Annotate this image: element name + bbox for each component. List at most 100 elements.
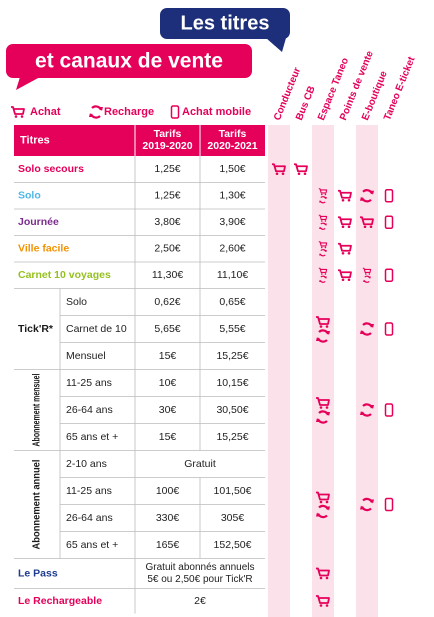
- icon-cart: [316, 595, 330, 607]
- price: 5€ ou 2,50€ pour Tick'R: [147, 574, 252, 585]
- cart-wheel: [324, 193, 327, 196]
- cart-wheel: [365, 273, 367, 275]
- icon-cart: [318, 241, 328, 249]
- price: 2,60€: [219, 243, 245, 255]
- cart-body: [338, 242, 352, 252]
- icon-cart: [272, 163, 286, 176]
- cart-wheel: [321, 193, 323, 196]
- icon-recharge: [360, 189, 374, 203]
- mobile-body: [384, 322, 394, 336]
- legend-label: Achat mobile: [182, 106, 251, 118]
- cart-body: [338, 216, 352, 226]
- price: 1,25€: [154, 163, 180, 175]
- recharge-arc: [360, 497, 374, 512]
- price: 3,80€: [154, 216, 180, 228]
- cart-body: [318, 241, 328, 247]
- icon-recharge: [360, 497, 374, 512]
- cart-body: [316, 316, 330, 325]
- recharge-arc: [319, 196, 327, 204]
- recharge-arrow: [316, 506, 330, 517]
- column-header: 2020-2021: [207, 140, 257, 152]
- cart-wheel: [324, 273, 327, 275]
- icon-cart: [318, 188, 328, 196]
- sub-label: 65 ans et +: [66, 539, 118, 551]
- cart-wheel: [319, 500, 323, 504]
- recharge-arrow: [316, 412, 330, 422]
- price: 1,30€: [219, 190, 245, 202]
- icon-cart: [360, 216, 374, 229]
- channel-header: Bus CB: [294, 84, 318, 122]
- price: 165€: [156, 539, 180, 551]
- title: Les titres: [181, 12, 270, 34]
- channel-header: Taneo E-ticket: [382, 55, 418, 122]
- sub-label: Carnet de 10: [66, 323, 127, 335]
- price: 1,25€: [154, 190, 180, 202]
- recharge-arc: [316, 504, 330, 519]
- cart-wheel: [347, 225, 351, 229]
- cart-body: [272, 163, 286, 173]
- title-box: [160, 8, 290, 39]
- icon-cart: [318, 214, 328, 222]
- price: 3,90€: [219, 216, 245, 228]
- column-header: Tarifs: [154, 128, 182, 140]
- price: 11,10€: [217, 269, 248, 281]
- cart-wheel: [347, 278, 351, 282]
- sub-label: 26-64 ans: [66, 404, 113, 416]
- subtitle: et canaux de vente: [35, 50, 223, 73]
- icon-mobile: [384, 215, 394, 229]
- recharge-arrow: [360, 190, 374, 201]
- icon-recharge: [319, 249, 327, 257]
- row-name: Solo secours: [18, 163, 84, 175]
- recharge-arc: [319, 275, 327, 283]
- cart-wheel: [319, 325, 323, 328]
- row-name: Le Pass: [18, 567, 58, 579]
- recharge-arc: [316, 410, 330, 424]
- cart-wheel: [321, 273, 323, 275]
- price: 0,65€: [219, 296, 245, 308]
- column-header: 2019-2020: [142, 140, 192, 152]
- icon-mobile: [170, 105, 180, 119]
- sub-label: Mensuel: [66, 350, 106, 362]
- icon-recharge: [89, 105, 103, 119]
- cart-wheel: [347, 198, 351, 202]
- recharge-arc: [360, 322, 374, 336]
- price: 0,62€: [154, 296, 180, 308]
- cart-wheel: [369, 225, 373, 229]
- cart-wheel: [347, 251, 351, 255]
- cart-wheel: [363, 225, 367, 229]
- icon-cart: [318, 267, 328, 275]
- column-header: Tarifs: [219, 128, 247, 140]
- cart-wheel: [324, 246, 327, 249]
- price: 15€: [159, 350, 177, 362]
- cart-body: [316, 397, 330, 406]
- row-name: Le Rechargeable: [18, 595, 102, 607]
- cart-body: [318, 188, 328, 194]
- price: 11,30€: [152, 269, 183, 281]
- cart-body: [318, 267, 328, 273]
- mobile-body: [384, 403, 394, 417]
- recharge-arc: [89, 105, 103, 119]
- icon-mobile: [384, 268, 394, 282]
- table-header: [14, 125, 265, 156]
- price: Gratuit abonnés annuels: [146, 562, 255, 573]
- cart-body: [11, 106, 25, 115]
- price: 330€: [156, 512, 180, 524]
- recharge-arrow: [316, 331, 330, 341]
- cart-wheel: [368, 273, 371, 275]
- price: 5,55€: [219, 323, 245, 335]
- sub-label: 2-10 ans: [66, 458, 107, 470]
- cart-wheel: [297, 172, 301, 176]
- cart-wheel: [303, 172, 307, 176]
- icon-cart: [294, 163, 308, 176]
- icon-cart: [338, 269, 352, 282]
- sub-label: 65 ans et +: [66, 431, 118, 443]
- recharge-arrow: [89, 107, 103, 117]
- icon-recharge: [316, 504, 330, 519]
- price: 5,65€: [154, 323, 180, 335]
- sub-label: Solo: [66, 296, 87, 308]
- mobile-body: [170, 105, 180, 119]
- recharge-arc: [360, 403, 374, 417]
- cart-wheel: [341, 278, 345, 282]
- cart-wheel: [20, 115, 24, 118]
